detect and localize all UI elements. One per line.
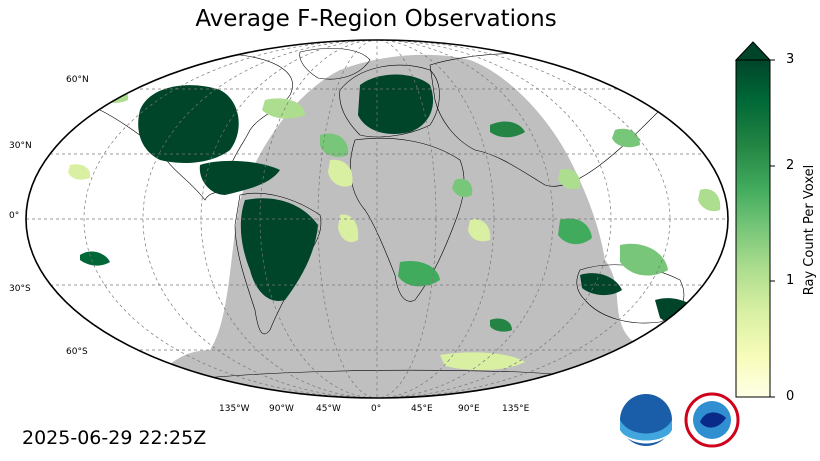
- greenland: [299, 47, 371, 80]
- obs-patch: [320, 133, 349, 157]
- colorbar-tick: 2: [786, 158, 795, 173]
- nws-logo: [684, 392, 740, 448]
- colorbar-tick: 0: [786, 389, 795, 404]
- obs-patch: [468, 219, 491, 242]
- lat-label: 30°N: [9, 141, 32, 151]
- lon-label: 0°: [371, 404, 382, 414]
- colorbar-label: Ray Count Per Voxel: [802, 164, 817, 296]
- colorbar-scale: [735, 59, 771, 398]
- lon-label: 90°E: [458, 404, 480, 414]
- obs-patch: [612, 128, 640, 148]
- map-boundary: [25, 39, 729, 399]
- obs-patch: [558, 168, 581, 190]
- obs-patch: [338, 214, 359, 243]
- timestamp: 2025-06-29 22:25Z: [22, 427, 207, 449]
- obs-patch: [580, 273, 622, 296]
- obs-patch: [440, 352, 525, 371]
- obs-patch: [698, 189, 721, 212]
- lon-label: 135°E: [502, 404, 530, 414]
- obs-patch: [50, 298, 71, 317]
- lon-label: 45°E: [411, 404, 433, 414]
- noaa-logo: [620, 394, 672, 446]
- lat-label: 60°N: [66, 75, 89, 85]
- africa: [349, 137, 465, 302]
- graticule: [26, 40, 728, 398]
- obs-patch: [490, 318, 512, 332]
- lat-label: 60°S: [66, 347, 88, 357]
- colorbar-extend-arrow: [734, 41, 772, 61]
- europe: [339, 64, 440, 138]
- obs-patch: [68, 164, 91, 180]
- obs-patch: [490, 121, 525, 138]
- lon-label: 45°W: [316, 404, 341, 414]
- obs-patch: [398, 260, 440, 287]
- lon-label: 90°W: [269, 404, 294, 414]
- colorbar: [734, 41, 775, 398]
- obs-patch: [328, 159, 353, 187]
- lat-label: 30°S: [9, 284, 31, 294]
- lat-label: 0°: [9, 211, 20, 221]
- obs-patch: [358, 74, 434, 135]
- obs-patch: [138, 85, 239, 163]
- obs-patch: [199, 160, 280, 195]
- colorbar-tick: 1: [786, 273, 795, 288]
- obs-patch: [558, 218, 592, 245]
- night-shade: [150, 54, 720, 398]
- obs-patch: [80, 251, 110, 266]
- page-title: Average F-Region Observations: [195, 6, 557, 32]
- obs-patch: [452, 178, 473, 198]
- obs-patch: [620, 243, 668, 276]
- obs-patch: [262, 98, 305, 119]
- colorbar-tick: 3: [786, 52, 795, 67]
- lon-label: 135°W: [219, 404, 250, 414]
